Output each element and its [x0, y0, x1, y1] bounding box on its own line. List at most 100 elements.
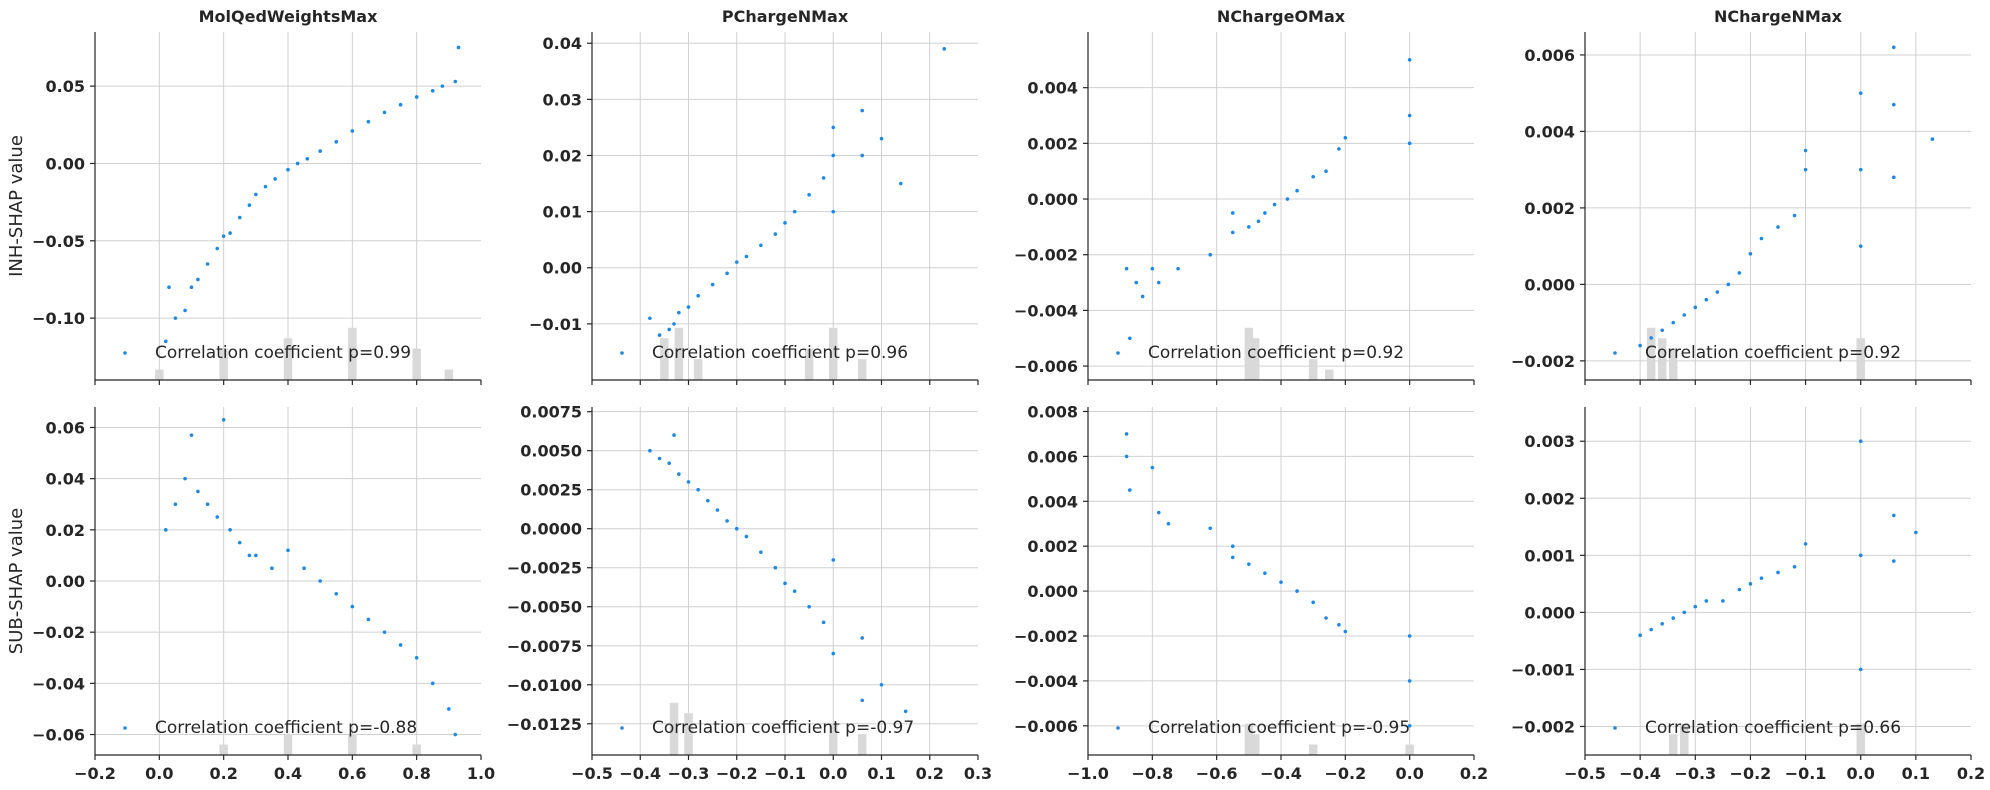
data-point — [783, 221, 787, 225]
data-point — [456, 45, 461, 50]
legend-label: Correlation coefficient p=-0.88 — [155, 718, 417, 738]
data-point — [167, 285, 171, 290]
y-tick-label: 0.01 — [543, 203, 582, 222]
data-point — [899, 181, 903, 186]
legend-marker — [1613, 351, 1617, 355]
x-tick-label: 1.0 — [467, 764, 495, 783]
y-tick-label: 0.004 — [1524, 122, 1575, 141]
data-point — [1892, 102, 1896, 107]
data-point — [1230, 544, 1235, 548]
data-point — [759, 243, 763, 248]
data-point — [247, 553, 252, 558]
y-tick-label: 0.006 — [1524, 46, 1575, 65]
data-point — [1638, 343, 1642, 348]
x-tick-label: 0.2 — [916, 764, 944, 783]
subplot: −0.002 0.000 0.002 0.004 0.006 Correlation co… — [1511, 32, 1972, 385]
y-tick-label: −0.0125 — [507, 715, 582, 734]
data-point — [1407, 58, 1412, 62]
data-point — [221, 417, 226, 422]
data-point — [1295, 188, 1299, 193]
subplot: −0.006 −0.004 −0.002 0.000 0.002 0.004 0.006 0.… — [1014, 402, 1488, 783]
histogram-bar — [348, 734, 357, 755]
data-point — [686, 305, 691, 309]
data-point — [1776, 225, 1780, 229]
data-point — [286, 167, 290, 172]
data-point — [1230, 555, 1235, 560]
data-point — [1858, 167, 1863, 172]
y-tick-label: −0.002 — [1511, 352, 1575, 371]
data-point — [1693, 305, 1698, 310]
data-point — [942, 47, 947, 51]
data-point — [215, 515, 220, 519]
data-point — [1311, 600, 1315, 605]
data-point — [1737, 271, 1742, 275]
data-point — [1230, 211, 1235, 215]
x-tick-label: 0.0 — [145, 764, 173, 783]
histogram-bar — [1244, 327, 1254, 380]
data-point — [860, 636, 864, 640]
subplot: −0.0125 −0.0100 −0.0075 −0.0050 −0.0025 0.000… — [507, 403, 992, 783]
data-point — [1343, 629, 1348, 634]
data-point — [1858, 439, 1863, 444]
x-tick-label: 0.0 — [1395, 764, 1423, 783]
column-title: NChargeOMax — [1217, 7, 1346, 26]
y-tick-label: −0.004 — [1014, 301, 1078, 320]
data-point — [677, 472, 681, 476]
x-tick-label: −0.5 — [571, 764, 613, 783]
y-tick-label: −0.0050 — [507, 598, 582, 617]
data-point — [1715, 290, 1720, 294]
histogram-bar — [155, 369, 164, 380]
data-point — [831, 153, 836, 158]
data-point — [350, 129, 355, 133]
data-point — [734, 260, 739, 264]
y-tick-label: 0.002 — [1524, 489, 1575, 508]
subplot: −0.06 −0.04 −0.02 0.00 0.02 0.04 0.06 −0.2 0.0 0.… — [32, 407, 495, 783]
x-tick-label: −0.2 — [74, 764, 116, 783]
y-tick-label: 0.02 — [46, 521, 85, 540]
histogram-bar — [674, 327, 684, 380]
data-point — [440, 84, 445, 88]
data-point — [1726, 282, 1731, 287]
y-tick-label: −0.02 — [32, 623, 85, 642]
data-point — [1914, 530, 1918, 535]
histogram-bar — [444, 369, 454, 380]
data-point — [247, 203, 252, 208]
data-point — [1176, 266, 1180, 271]
x-tick-label: 0.0 — [1847, 764, 1875, 783]
y-tick-label: 0.000 — [1524, 275, 1575, 294]
data-point — [237, 540, 242, 545]
legend-label: Correlation coefficient p=-0.97 — [652, 718, 914, 738]
data-point — [1704, 599, 1709, 603]
data-point — [183, 308, 187, 313]
histogram-bar — [1251, 734, 1260, 755]
data-point — [205, 502, 210, 507]
data-point — [1671, 320, 1676, 325]
data-point — [1671, 616, 1676, 620]
histogram-bar — [829, 723, 838, 755]
data-point — [1140, 294, 1145, 299]
data-point — [1128, 336, 1132, 341]
data-point — [1930, 137, 1935, 141]
x-tick-label: 0.0 — [819, 764, 847, 783]
histogram-bar — [412, 744, 421, 755]
column-title: NChargeNMax — [1714, 7, 1843, 26]
y-tick-label: 0.002 — [1524, 199, 1575, 218]
y-tick-label: 0.00 — [46, 572, 85, 591]
y-tick-label: −0.002 — [1014, 246, 1078, 265]
data-point — [1124, 266, 1129, 271]
histogram-bar — [1325, 369, 1334, 380]
data-point — [1792, 213, 1797, 218]
data-point — [1247, 225, 1251, 229]
data-point — [860, 153, 864, 158]
data-point — [196, 489, 200, 494]
data-point — [667, 327, 671, 332]
data-point — [1134, 280, 1139, 285]
y-tick-label: 0.0075 — [520, 403, 582, 422]
histogram-bar — [283, 734, 293, 755]
histogram-bar — [1668, 734, 1678, 755]
x-tick-label: 0.2 — [209, 764, 237, 783]
y-tick-label: −0.05 — [32, 232, 85, 251]
data-point — [734, 526, 739, 531]
x-tick-label: 0.8 — [402, 764, 430, 783]
y-tick-label: 0.06 — [46, 418, 85, 437]
